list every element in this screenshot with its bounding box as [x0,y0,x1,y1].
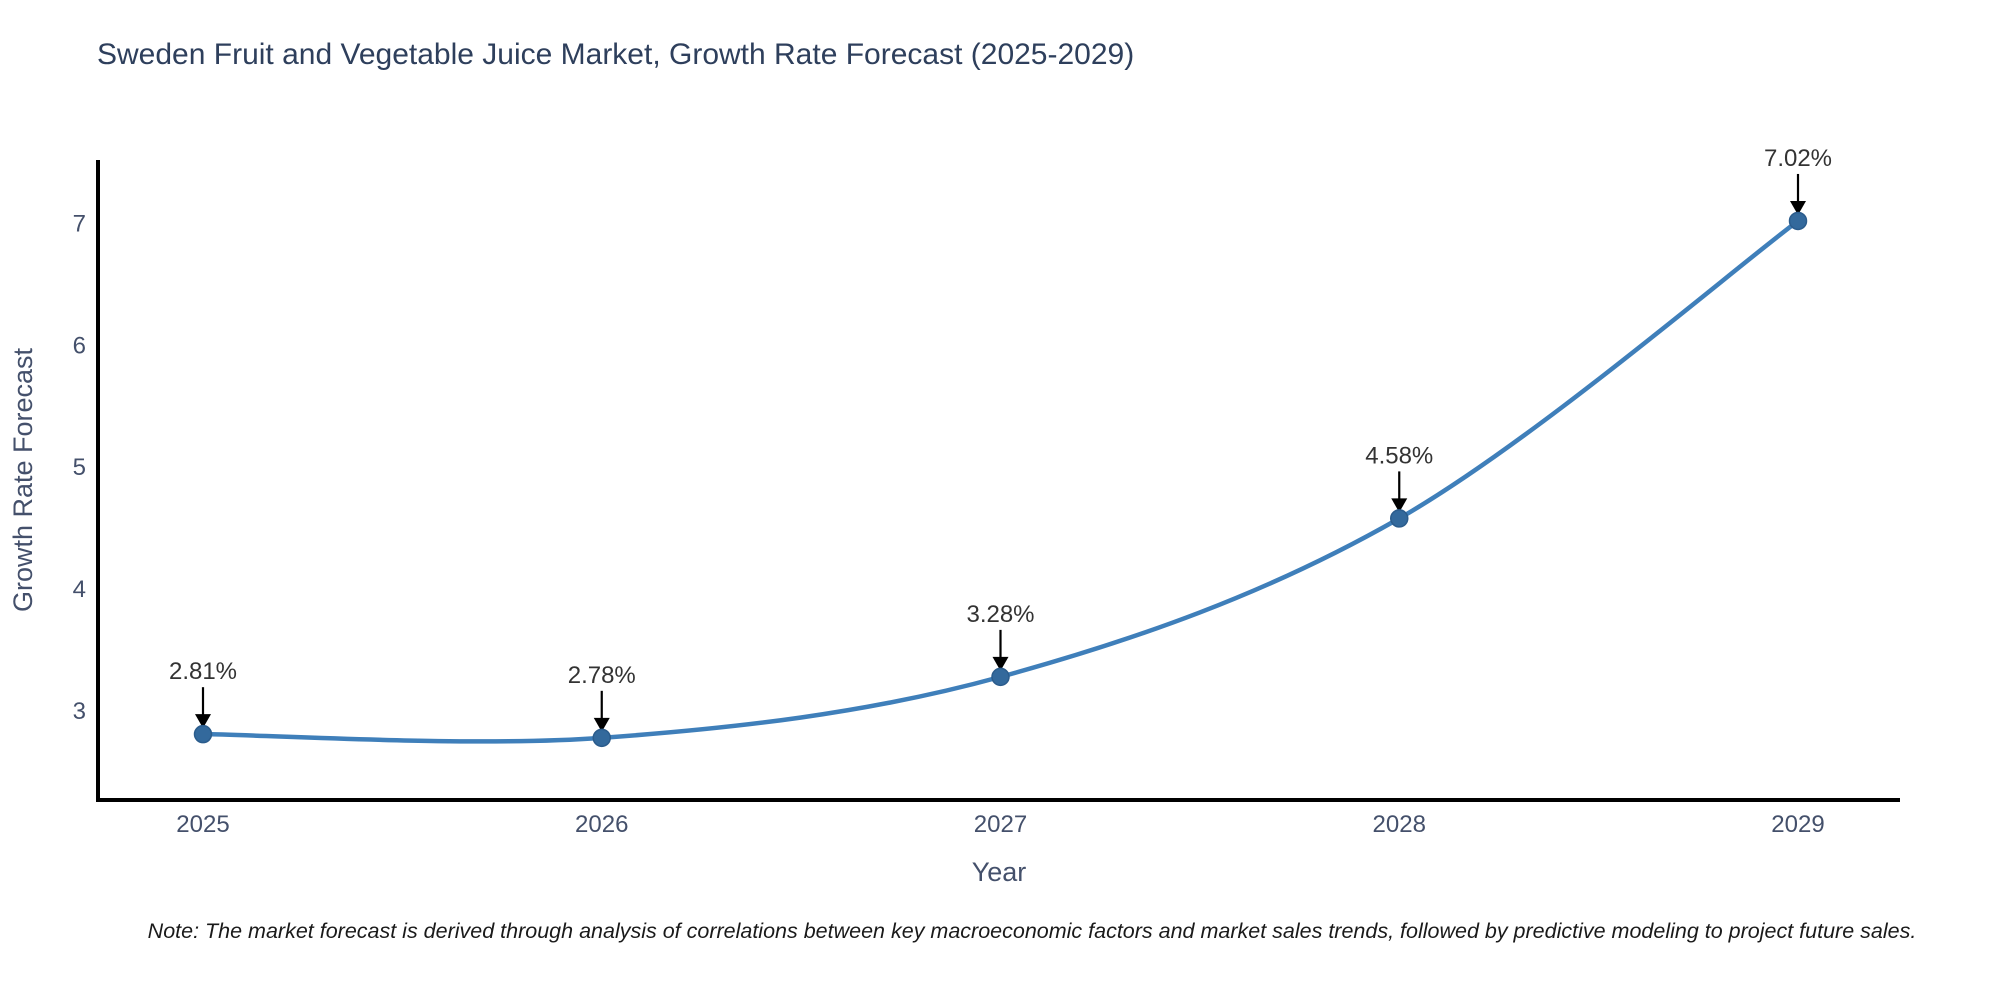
data-point-label: 7.02% [1764,145,1832,172]
y-tick-label: 3 [73,698,86,725]
x-tick-label: 2027 [974,811,1027,838]
annotation-arrowhead-icon [1391,498,1408,513]
data-point-label: 2.78% [568,662,636,689]
x-axis-title: Year [972,857,1027,887]
y-tick-label: 7 [73,210,86,237]
y-tick-label: 6 [73,332,86,359]
x-tick-label: 2029 [1771,811,1824,838]
y-tick-label: 4 [73,576,86,603]
data-point-marker[interactable] [1788,211,1808,231]
data-point-marker[interactable] [991,667,1010,687]
x-tick-label: 2026 [575,811,628,838]
y-axis-title: Growth Rate Forecast [8,347,38,612]
data-point-label: 2.81% [169,658,237,685]
x-tick-label: 2028 [1373,811,1426,838]
series-line [200,218,1801,744]
chart-title: Sweden Fruit and Vegetable Juice Market,… [97,38,1134,71]
footnote: Note: The market forecast is derived thr… [148,919,1917,943]
annotation-arrowhead-icon [1790,200,1806,215]
data-point-marker[interactable] [193,724,213,744]
y-tick-label: 5 [73,454,86,481]
data-point-label: 3.28% [966,601,1034,628]
annotation-arrowhead-icon [992,656,1009,671]
x-tick-label: 2025 [176,811,229,838]
annotation-arrowhead-icon [593,717,610,732]
data-point-marker[interactable] [1390,509,1409,528]
data-point-marker[interactable] [592,728,611,748]
data-point-label: 4.58% [1365,442,1433,469]
annotation-arrowhead-icon [195,714,211,729]
